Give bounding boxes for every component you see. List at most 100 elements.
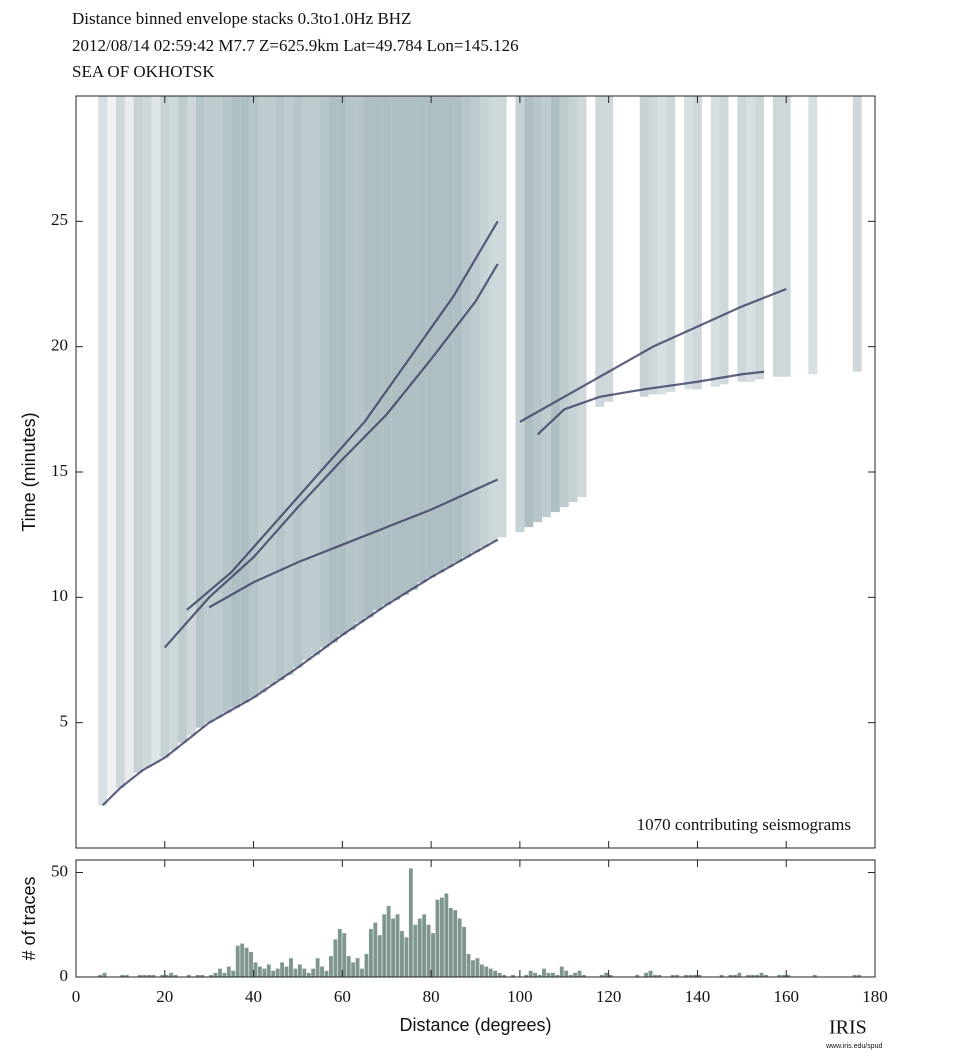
- envelope-stack: [355, 96, 365, 623]
- histogram-bar: [249, 951, 253, 977]
- plot-frame: [75, 859, 876, 978]
- envelope-stack: [559, 96, 569, 508]
- histogram-bar: [426, 924, 431, 977]
- histogram-bar: [528, 970, 533, 977]
- histogram-bar: [209, 974, 214, 977]
- x-tick-label: 140: [685, 987, 711, 1006]
- y-tick-label: 25: [51, 210, 68, 229]
- histogram-bar: [484, 966, 489, 977]
- histogram-bar: [755, 974, 759, 977]
- histogram-bar: [568, 974, 573, 977]
- envelope-stack: [320, 96, 330, 648]
- histogram-bar: [577, 970, 582, 977]
- phase-arrival: [536, 370, 765, 436]
- envelope-stack: [595, 96, 605, 407]
- envelope-stack: [533, 96, 543, 523]
- title-line: SEA OF OKHOTSK: [72, 62, 215, 81]
- histogram-bar: [764, 974, 768, 977]
- histogram-bar: [737, 972, 742, 977]
- histogram-bar: [138, 974, 142, 977]
- histogram-bar: [213, 972, 218, 977]
- title-line: 2012/08/14 02:59:42 M7.7 Z=625.9km Lat=4…: [72, 36, 519, 55]
- histogram-bar: [142, 974, 147, 977]
- envelope-stack: [524, 96, 534, 528]
- envelope-stack: [107, 96, 116, 796]
- histogram-bar: [98, 974, 103, 977]
- envelope-stack: [266, 96, 276, 686]
- y-tick-label: 5: [60, 712, 69, 731]
- histogram-bar: [337, 928, 342, 977]
- y-axis-label: # of traces: [19, 876, 39, 960]
- histogram-bar: [688, 974, 693, 977]
- histogram-bar: [195, 974, 200, 977]
- histogram-bar: [395, 914, 400, 977]
- y-tick-label: 20: [51, 336, 68, 355]
- envelope-stack: [462, 96, 472, 558]
- x-tick-label: 80: [423, 987, 440, 1006]
- phase-arrival: [519, 287, 787, 423]
- histogram-bar: [559, 966, 564, 977]
- envelope-stack: [213, 96, 223, 718]
- envelope-stack: [115, 96, 125, 788]
- histogram-bar: [653, 974, 657, 977]
- envelope-stack: [666, 96, 676, 392]
- histogram-bar: [812, 974, 817, 977]
- envelope-stack: [471, 96, 480, 553]
- histogram-bar: [719, 974, 724, 977]
- histogram-bar: [644, 972, 649, 977]
- envelope-stack: [453, 96, 463, 563]
- histogram-bar: [333, 939, 338, 977]
- histogram-bar: [635, 974, 640, 977]
- histogram-bar: [120, 974, 125, 977]
- histogram-bar: [488, 968, 493, 977]
- y-tick-label: 0: [60, 966, 69, 985]
- envelope-stack: [550, 96, 560, 513]
- envelope-stack: [98, 96, 108, 806]
- histogram-bar: [315, 958, 320, 977]
- histogram-bar: [444, 893, 449, 977]
- envelope-stack: [746, 96, 756, 382]
- x-tick-label: 100: [507, 987, 533, 1006]
- envelope-stack: [657, 96, 667, 395]
- envelope-stack: [302, 96, 312, 660]
- histogram-bar: [657, 974, 662, 977]
- histogram-bar: [555, 974, 560, 977]
- histogram-bar: [466, 954, 471, 977]
- x-tick-label: 20: [156, 987, 173, 1006]
- histogram-bar: [368, 928, 373, 977]
- envelope-stack: [382, 96, 392, 605]
- histogram-bar: [257, 966, 262, 977]
- envelope-stack: [737, 96, 747, 382]
- envelope-stack: [169, 96, 179, 751]
- histogram-bar: [102, 972, 107, 977]
- histogram-bar: [471, 960, 475, 977]
- histogram-bar: [564, 970, 569, 977]
- histogram-bar: [324, 970, 329, 977]
- histogram-bar: [355, 958, 360, 977]
- histogram-bar: [364, 954, 369, 977]
- histogram-bar: [266, 964, 271, 977]
- histogram-bar: [404, 937, 409, 977]
- histogram-bar: [302, 968, 307, 977]
- histogram-bar: [684, 974, 688, 977]
- histogram-bar: [457, 918, 462, 977]
- envelope-stack: [497, 96, 507, 538]
- histogram-bar: [280, 962, 285, 977]
- histogram-bar: [448, 908, 453, 977]
- histogram-bar: [235, 945, 240, 977]
- envelope-stack: [426, 96, 436, 578]
- envelope-stack: [329, 96, 338, 643]
- envelope-stack: [275, 96, 285, 681]
- histogram-bar: [670, 974, 675, 977]
- histogram-bar: [231, 970, 236, 977]
- envelope-stack: [542, 96, 551, 518]
- histogram-bar: [599, 974, 604, 977]
- envelope-stack: [195, 96, 205, 728]
- histogram-bar: [329, 956, 333, 977]
- x-tick-label: 160: [773, 987, 799, 1006]
- phase-arrival: [101, 538, 499, 807]
- envelope-stack: [488, 96, 498, 543]
- envelope-stack: [604, 96, 614, 402]
- histogram-bar: [781, 974, 786, 977]
- histogram-bar: [351, 962, 356, 977]
